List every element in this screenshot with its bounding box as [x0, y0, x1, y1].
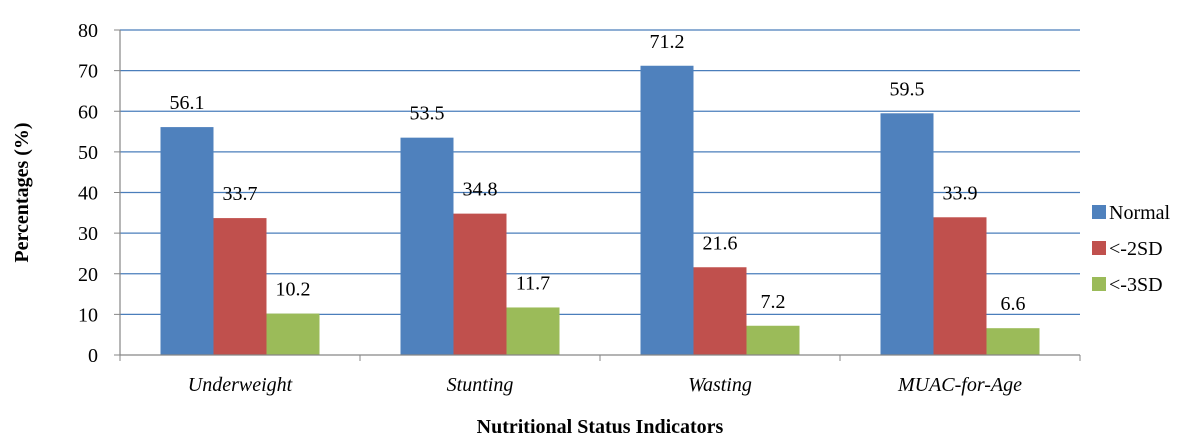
data-label: 59.5 — [890, 78, 925, 100]
y-tick-label: 0 — [88, 345, 98, 367]
legend-label: <-2SD — [1109, 238, 1163, 260]
bars — [160, 65, 1040, 355]
data-label: 11.7 — [516, 272, 550, 294]
y-tick-label: 30 — [78, 223, 98, 245]
bar-2SD-Underweight — [213, 218, 267, 355]
bar-3SD-MUACforAge — [986, 328, 1040, 355]
x-tick-label: Stunting — [447, 374, 514, 396]
legend-label: <-3SD — [1109, 274, 1163, 296]
data-label: 34.8 — [463, 179, 498, 201]
data-label: 56.1 — [170, 92, 205, 114]
data-label: 71.2 — [650, 31, 685, 53]
legend: Normal <-2SD <-3SD — [1092, 202, 1171, 296]
y-tick-label: 20 — [78, 264, 98, 286]
data-label: 10.2 — [276, 279, 311, 301]
data-label: 21.6 — [703, 232, 738, 254]
y-tick-label: 50 — [78, 142, 98, 164]
legend-swatch — [1092, 241, 1106, 255]
bar-3SD-Stunting — [506, 307, 560, 355]
bar-Normal-Underweight — [160, 127, 214, 355]
x-tick-label: MUAC-for-Age — [897, 374, 1022, 396]
bar-Normal-MUACforAge — [880, 113, 934, 355]
bar-2SD-Wasting — [693, 267, 747, 355]
y-tick-label: 10 — [78, 304, 98, 326]
bar-3SD-Wasting — [746, 325, 800, 355]
y-axis-title: Percentages (%) — [11, 122, 33, 262]
data-label: 7.2 — [761, 291, 786, 313]
data-label: 53.5 — [410, 103, 445, 125]
x-tick-label: Underweight — [188, 374, 293, 396]
bar-2SD-MUACforAge — [933, 217, 987, 355]
bar-2SD-Stunting — [453, 213, 507, 355]
axes — [114, 29, 1081, 361]
data-label: 33.7 — [223, 183, 258, 205]
legend-swatch — [1092, 277, 1106, 291]
y-tick-labels: 0 10 20 30 40 50 60 70 80 — [78, 20, 98, 367]
y-tick-label: 70 — [78, 61, 98, 83]
y-tick-label: 40 — [78, 183, 98, 205]
x-tick-label: Wasting — [688, 374, 752, 396]
y-tick-label: 60 — [78, 101, 98, 123]
grid-lines — [120, 29, 1080, 315]
x-tick-labels: Underweight Stunting Wasting MUAC-for-Age — [188, 374, 1022, 396]
data-labels: 56.1 33.7 10.2 53.5 34.8 11.7 71.2 21.6 7.2 59.5 3… — [170, 31, 1026, 315]
data-label: 6.6 — [1001, 293, 1026, 315]
x-axis-title: Nutritional Status Indicators — [477, 416, 724, 438]
bar-Normal-Wasting — [640, 65, 694, 355]
y-tick-label: 80 — [78, 20, 98, 42]
bar-Normal-Stunting — [400, 137, 454, 355]
data-label: 33.9 — [943, 182, 978, 204]
bar-3SD-Underweight — [266, 313, 320, 355]
legend-label: Normal — [1109, 202, 1171, 224]
legend-swatch — [1092, 205, 1106, 219]
